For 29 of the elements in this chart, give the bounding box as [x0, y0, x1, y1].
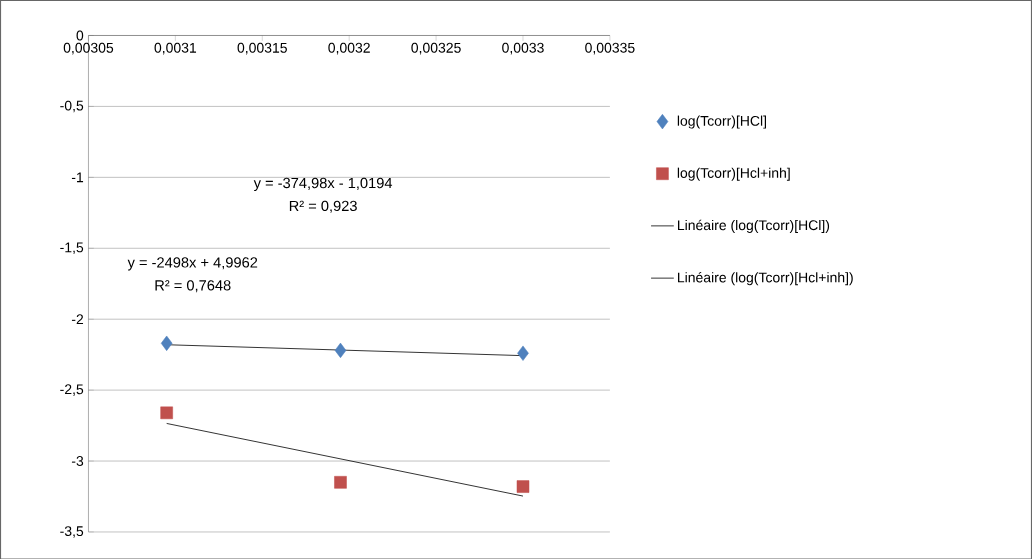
point — [160, 335, 173, 351]
point — [517, 345, 529, 361]
legend-label: Linéaire (log(Tcorr)[Hcl+inh]) — [678, 271, 853, 285]
point — [334, 475, 347, 489]
annotation: R² = 0,923 — [289, 200, 357, 213]
point — [160, 406, 173, 419]
x-tick-label: 0,0032 — [328, 42, 370, 55]
point — [516, 480, 530, 493]
x-tick-label: 0,00335 — [585, 42, 635, 55]
legend-label: log(Tcorr)[HCl] — [677, 115, 766, 129]
y-tick-label: -1 — [71, 172, 84, 182]
legend-label: log(Tcorr)[Hcl+inh] — [677, 167, 790, 181]
x-tick-label: 0,00325 — [411, 42, 461, 55]
annotation: y = -374,98x - 1,0194 — [253, 177, 393, 191]
x-tick-label: 0,00305 — [63, 42, 114, 55]
x-tick-label: 0,0033 — [502, 42, 544, 55]
legend-label: Linéaire (log(Tcorr)[HCl]) — [678, 219, 830, 233]
point — [334, 342, 347, 358]
y-tick-label: -0,5 — [60, 100, 84, 112]
y-tick-label: -2,5 — [60, 384, 84, 396]
x-tick-label: 0,0031 — [154, 42, 197, 55]
y-tick-label: 0 — [76, 30, 84, 41]
annotation: y = -2498x + 4,9962 — [127, 257, 258, 271]
y-tick-label: -2 — [71, 314, 84, 324]
x-tick-label: 0,00315 — [237, 42, 287, 55]
y-tick-label: -1,5 — [60, 242, 84, 254]
y-tick-label: -3,5 — [60, 525, 84, 538]
y-tick-label: -3 — [71, 455, 84, 466]
annotation: R² = 0,7648 — [155, 279, 231, 293]
